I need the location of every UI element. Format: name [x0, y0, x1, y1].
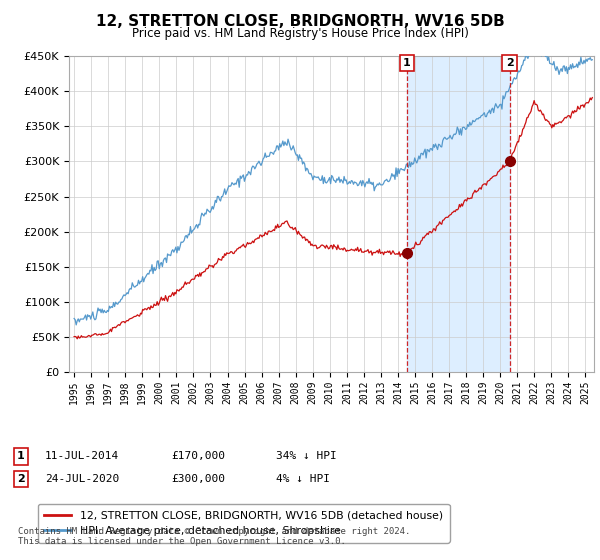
- Text: 1: 1: [403, 58, 411, 68]
- Text: 24-JUL-2020: 24-JUL-2020: [45, 474, 119, 484]
- Text: Price paid vs. HM Land Registry's House Price Index (HPI): Price paid vs. HM Land Registry's House …: [131, 27, 469, 40]
- Text: 11-JUL-2014: 11-JUL-2014: [45, 451, 119, 461]
- Text: £170,000: £170,000: [171, 451, 225, 461]
- Text: 12, STRETTON CLOSE, BRIDGNORTH, WV16 5DB: 12, STRETTON CLOSE, BRIDGNORTH, WV16 5DB: [95, 14, 505, 29]
- Bar: [407, 56, 509, 372]
- Text: 2: 2: [17, 474, 25, 484]
- Legend: 12, STRETTON CLOSE, BRIDGNORTH, WV16 5DB (detached house), HPI: Average price, d: 12, STRETTON CLOSE, BRIDGNORTH, WV16 5DB…: [38, 504, 449, 543]
- Text: 34% ↓ HPI: 34% ↓ HPI: [276, 451, 337, 461]
- Text: Contains HM Land Registry data © Crown copyright and database right 2024.
This d: Contains HM Land Registry data © Crown c…: [18, 526, 410, 546]
- Text: 1: 1: [17, 451, 25, 461]
- Text: £300,000: £300,000: [171, 474, 225, 484]
- Text: 4% ↓ HPI: 4% ↓ HPI: [276, 474, 330, 484]
- Text: 2: 2: [506, 58, 514, 68]
